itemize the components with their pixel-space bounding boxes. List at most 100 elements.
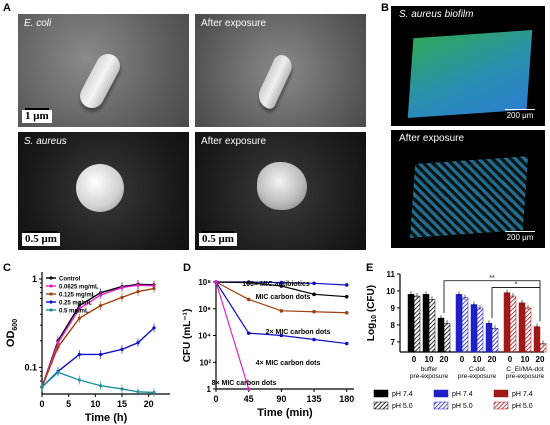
bar-ph74 [533,326,541,353]
bar-ph50 [443,322,451,353]
data-point [279,280,284,285]
sem-image-saureus: S. aureus 0.5 μm [18,132,189,250]
bar-ph50 [476,307,484,353]
biofilm-disrupted [409,156,529,238]
data-point [312,281,316,286]
x-tick-label: 0 [39,399,44,409]
group-tick-label: 20 [440,355,449,364]
group-tick-label: 0 [460,355,465,364]
y-tick-label: 10⁴ [198,332,211,341]
legend-label: pH 5.0 [512,403,533,410]
y-tick-label: 0.1 [24,362,37,372]
bar-ph74 [455,294,463,353]
data-point [279,309,284,313]
significance-label: ** [489,275,495,282]
y-tick-label: 11 [387,270,396,279]
group-tick-label: 0 [508,355,513,364]
series-line [41,327,155,388]
panel-letter-a: A [3,2,11,14]
legend-swatch [373,401,389,410]
data-point [246,331,251,335]
bar-ph50 [428,299,436,353]
x-tick-label: 45 [244,394,254,404]
series-label: 2× MIC carbon dots [266,329,331,336]
legend-label: pH 7.4 [452,391,473,398]
legend-label: pH 5.0 [452,403,473,410]
series-label: 8× MIC carbon dots [212,380,277,387]
confocal-scalebar-after: 200 μm [505,231,535,242]
sem-image-ecoli-after: After exposure [195,14,366,127]
bar-ph74 [407,294,415,353]
data-point [246,297,251,302]
y-tick-label: 9 [391,304,396,313]
group-tick-label: 10 [521,355,530,364]
legend-label: 0.5 mg/mL [59,309,89,315]
panel-letter-d: D [183,262,191,274]
y-tick-label: 1 [207,385,212,394]
significance-bracket [443,280,541,322]
confocal-label-after: After exposure [399,133,465,144]
data-point [344,341,349,346]
bar-ph50 [524,307,532,353]
data-point [312,309,316,314]
group-tick-label: 20 [536,355,545,364]
bar-ph74 [503,292,511,353]
confocal-label-biofilm: S. aureus biofilm [399,9,474,20]
x-tick-label: 135 [307,394,322,404]
y-axis-label: CFU (mL⁻¹) [182,309,193,363]
legend-swatch [493,401,509,410]
bar-ph50 [509,295,517,353]
group-tick-label: 10 [425,355,434,364]
sem-label-ecoli-after: After exposure [201,18,267,29]
legend-swatch [433,401,449,410]
group-label: C_EI/MA-dot [506,366,543,373]
sem-scalebar-ecoli: 1 μm [22,108,52,123]
bar-ph74 [422,294,430,353]
y-axis-label: OD600 [5,319,19,347]
x-tick-label: 90 [276,394,286,404]
bar-ph74 [485,322,493,353]
legend-marker [49,276,53,280]
cfu-time-chart: 0 45 90 135 180 1 10² 10⁴ 10⁶ 10⁸ Time (min) CFU (m… [182,278,354,419]
series-label: MIC carbon dots [256,294,311,301]
x-tick-label: 5 [66,399,71,409]
panel-letter-b: B [381,2,389,14]
legend-label: Control [59,277,81,283]
legend-swatch [373,389,389,398]
legend-label: 0.0625 mg/mL [59,285,99,291]
legend-label: 0.125 mg/mL [59,293,96,299]
sem-label-saureus: S. aureus [24,136,67,147]
series-line [215,281,250,390]
ecoli-cell [75,49,125,113]
confocal-biofilm: S. aureus biofilm 200 μm [391,6,545,126]
bar-ph50 [413,295,421,353]
legend-marker [49,300,53,304]
data-point [246,387,251,391]
y-tick-label: 10⁶ [198,305,211,314]
sem-image-ecoli: E. coli 1 μm [18,14,189,127]
y-tick-label: 10⁸ [198,278,211,287]
x-tick-label: 10 [90,399,100,409]
group-label: C-dot [469,366,485,373]
data-point [312,292,316,297]
confocal-after: After exposure 200 μm [391,130,545,248]
legend-marker [49,292,53,296]
bar-ph74 [470,304,478,353]
data-point [312,337,316,342]
significance-bracket [491,287,540,319]
x-tick-label: 0 [213,394,218,404]
saureus-cell [76,164,124,212]
bar-ph50 [461,297,469,353]
series-label: 100× MIC antibiotics [242,281,310,288]
x-axis-label: Time (min) [257,407,313,419]
y-axis-label: Log10 (CFU) [366,285,378,341]
legend-swatch [433,389,449,398]
panel-letter-c: C [3,262,11,274]
bar-ph50 [491,328,499,353]
y-tick-label: 10² [199,358,211,367]
series-label: 4× MIC carbon dots [256,360,321,367]
data-point [279,333,284,338]
y-tick-label: 8 [391,321,396,330]
saureus-cell-damaged [257,162,307,210]
